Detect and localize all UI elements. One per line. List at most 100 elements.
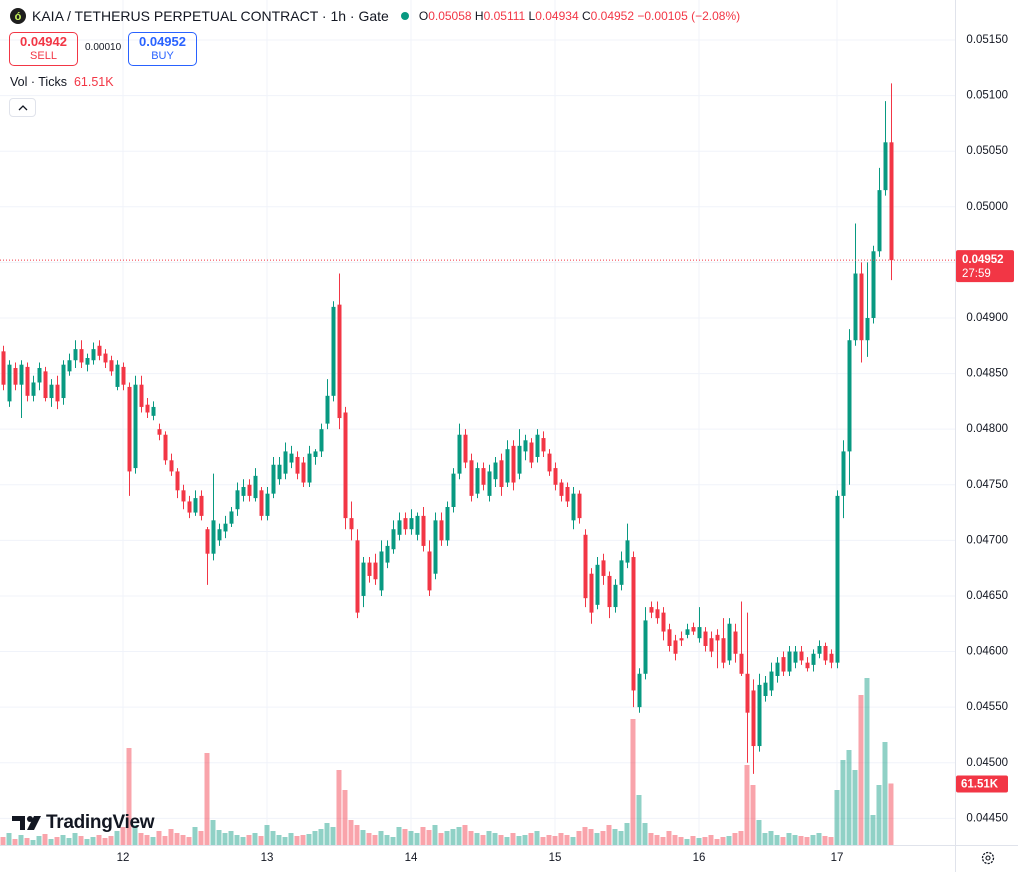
candle-body xyxy=(391,529,396,550)
volume-bar xyxy=(438,833,444,845)
volume-bar xyxy=(18,835,24,845)
last-price-label: 0.04952 xyxy=(962,254,1004,266)
volume-bar xyxy=(138,833,144,845)
candle-body xyxy=(733,631,738,654)
y-tick-label: 0.04800 xyxy=(966,423,1008,435)
candle-body xyxy=(169,460,174,472)
volume-bar xyxy=(696,838,702,845)
volume-bar xyxy=(270,831,276,845)
candle-body xyxy=(589,573,594,613)
candle-body xyxy=(769,671,774,691)
candle-body xyxy=(37,368,42,383)
x-tick-label: 15 xyxy=(549,852,562,864)
volume-bar xyxy=(198,831,204,845)
candle-body xyxy=(529,442,534,463)
volume-bar xyxy=(222,833,228,845)
candle-body xyxy=(247,484,252,496)
candle-body xyxy=(43,371,48,399)
collapse-button[interactable] xyxy=(9,98,36,117)
volume-bar xyxy=(810,835,816,845)
volume-bar xyxy=(474,833,480,845)
volume-bar xyxy=(756,820,762,845)
volume-bar xyxy=(330,827,336,845)
candle-body xyxy=(739,653,744,674)
candle-body xyxy=(571,493,576,521)
volume-bar xyxy=(582,827,588,845)
candle-body xyxy=(691,627,696,632)
candle-body xyxy=(847,340,852,452)
candle-body xyxy=(763,682,768,697)
volume-bar xyxy=(840,760,846,845)
volume-bar xyxy=(306,834,312,845)
volume-bar xyxy=(276,835,282,845)
candle-body xyxy=(805,662,810,669)
volume-bar xyxy=(672,835,678,845)
y-tick-label: 0.04650 xyxy=(966,590,1008,602)
volume-bar xyxy=(780,837,786,845)
header-row: ó KAIA / TETHERUS PERPETUAL CONTRACT · 1… xyxy=(10,8,740,24)
volume-bar xyxy=(660,837,666,845)
c-value: 0.04952 xyxy=(590,9,635,23)
volume-bar xyxy=(426,830,432,845)
candle-body xyxy=(85,358,90,365)
volume-legend: Vol · Ticks 61.51K xyxy=(10,75,114,89)
volume-bar xyxy=(618,831,624,845)
countdown-label: 27:59 xyxy=(962,268,991,280)
volume-bar xyxy=(552,836,558,845)
volume-bar xyxy=(690,836,696,845)
candle-body xyxy=(775,662,780,676)
candle-body xyxy=(715,634,720,641)
candle-body xyxy=(349,518,354,530)
candle-body xyxy=(667,629,672,646)
candle-body xyxy=(241,486,246,496)
sell-button[interactable]: 0.04942 SELL xyxy=(9,32,78,66)
settings-gear xyxy=(981,851,995,865)
volume-bar xyxy=(72,833,78,845)
candle-body xyxy=(823,645,828,661)
volume-bar xyxy=(384,835,390,845)
brand-name: TradingView xyxy=(46,812,155,833)
candle-body xyxy=(445,507,450,541)
y-tick-label: 0.04900 xyxy=(966,312,1008,324)
volume-bar xyxy=(192,827,198,845)
volume-bar xyxy=(732,833,738,845)
volume-bar xyxy=(150,837,156,845)
volume-bar xyxy=(612,829,618,845)
candle-body xyxy=(223,523,228,532)
c-letter: C xyxy=(581,9,591,23)
volume-bar xyxy=(168,829,174,845)
volume-bar xyxy=(678,837,684,845)
o-letter: O xyxy=(418,9,429,23)
candle-body xyxy=(373,562,378,580)
volume-bar xyxy=(684,839,690,845)
volume-bar xyxy=(534,831,540,845)
brand-logo: TradingView xyxy=(12,812,155,834)
candle-body xyxy=(853,273,858,341)
candle-body xyxy=(427,551,432,591)
candle-body xyxy=(625,540,630,563)
buy-button[interactable]: 0.04952 BUY xyxy=(128,32,197,66)
volume-bar xyxy=(108,836,114,845)
volume-bar xyxy=(444,831,450,845)
volume-bar xyxy=(468,831,474,845)
volume-bar xyxy=(798,836,804,845)
volume-bar xyxy=(24,838,30,845)
volume-bar xyxy=(546,835,552,845)
volume-bar xyxy=(372,835,378,845)
volume-bar xyxy=(36,836,42,845)
candle-body xyxy=(259,490,264,516)
candle-body xyxy=(403,518,408,530)
volume-bar xyxy=(462,825,468,845)
volume-bar xyxy=(864,678,870,845)
volume-bar xyxy=(360,830,366,845)
x-tick-label: 16 xyxy=(693,852,706,864)
volume-bar xyxy=(456,827,462,845)
volume-bar xyxy=(870,815,876,845)
candle-body xyxy=(829,653,834,663)
candle-body xyxy=(655,609,660,619)
candle-body xyxy=(751,690,756,747)
candle-body xyxy=(463,434,468,463)
volume-bar xyxy=(858,695,864,845)
y-tick-label: 0.04600 xyxy=(966,646,1008,658)
candle-body xyxy=(127,386,132,472)
